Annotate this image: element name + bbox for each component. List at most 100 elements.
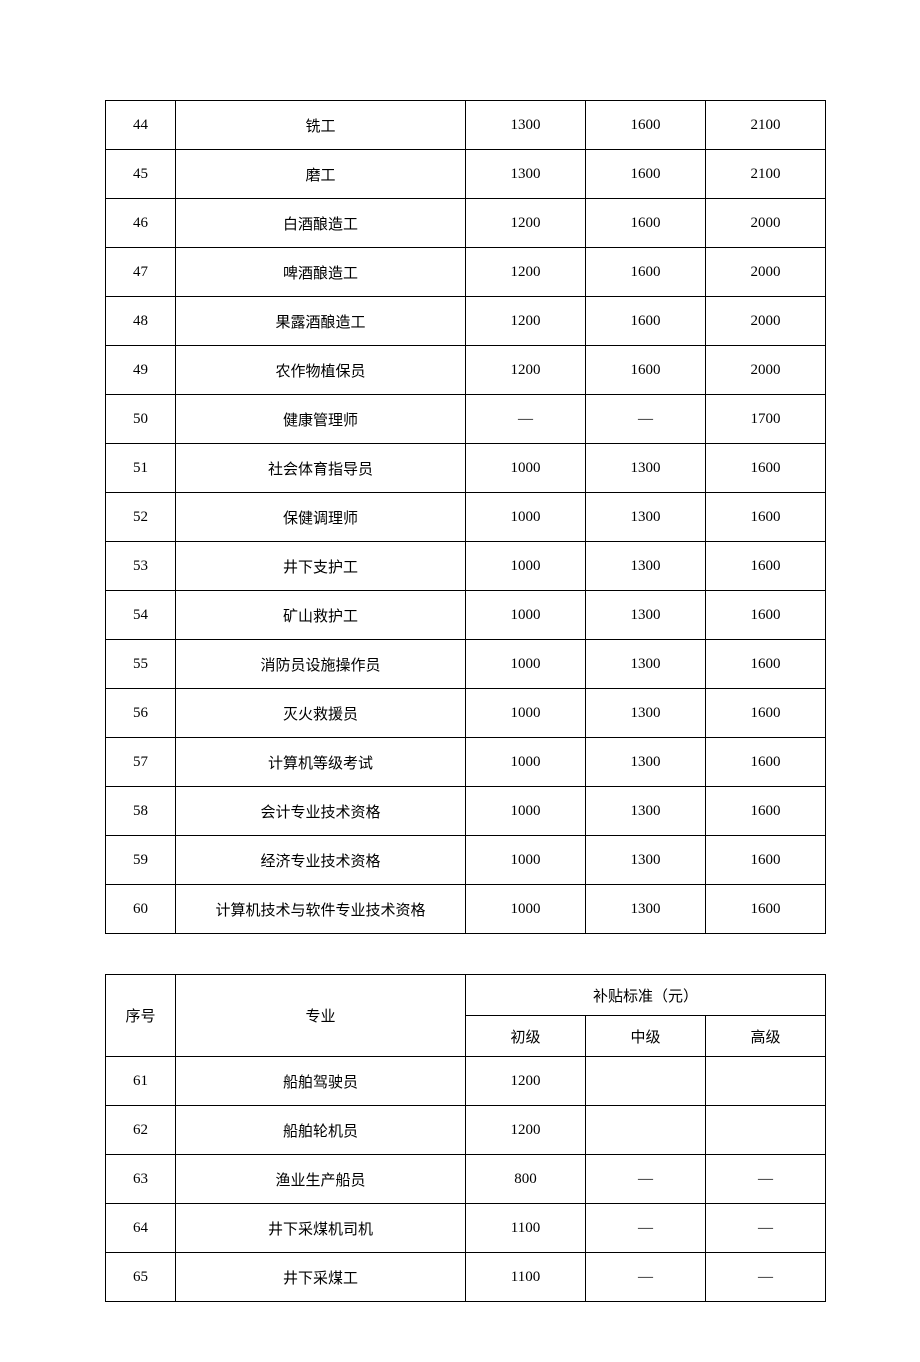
cell-index: 45 xyxy=(106,150,176,199)
table-row: 52保健调理师100013001600 xyxy=(106,493,826,542)
cell-profession: 铣工 xyxy=(176,101,466,150)
table-row: 63渔业生产船员800—— xyxy=(106,1155,826,1204)
cell-profession: 会计专业技术资格 xyxy=(176,787,466,836)
cell-index: 56 xyxy=(106,689,176,738)
document-page: 44铣工13001600210045磨工13001600210046白酒酿造工1… xyxy=(0,0,920,1362)
cell-value-2: 1300 xyxy=(586,836,706,885)
cell-value-2 xyxy=(586,1057,706,1106)
cell-value-1: — xyxy=(466,395,586,444)
cell-value-3: 1700 xyxy=(706,395,826,444)
cell-value-3: 2100 xyxy=(706,101,826,150)
cell-value-3 xyxy=(706,1057,826,1106)
table-row: 59经济专业技术资格100013001600 xyxy=(106,836,826,885)
cell-value-3: 2100 xyxy=(706,150,826,199)
subsidy-table-1: 44铣工13001600210045磨工13001600210046白酒酿造工1… xyxy=(105,100,826,934)
cell-value-3: 1600 xyxy=(706,836,826,885)
cell-value-3: 2000 xyxy=(706,248,826,297)
subsidy-table-2: 序号 专业 补贴标准（元） 初级 中级 高级 61船舶驾驶员120062船舶轮机… xyxy=(105,974,826,1302)
cell-value-3: 1600 xyxy=(706,591,826,640)
table-row: 57计算机等级考试100013001600 xyxy=(106,738,826,787)
cell-value-3: 2000 xyxy=(706,199,826,248)
cell-index: 57 xyxy=(106,738,176,787)
cell-value-2: 1600 xyxy=(586,248,706,297)
cell-profession: 啤酒酿造工 xyxy=(176,248,466,297)
cell-index: 58 xyxy=(106,787,176,836)
cell-value-1: 1200 xyxy=(466,1106,586,1155)
cell-index: 52 xyxy=(106,493,176,542)
cell-value-3: 1600 xyxy=(706,885,826,934)
cell-profession: 矿山救护工 xyxy=(176,591,466,640)
cell-profession: 果露酒酿造工 xyxy=(176,297,466,346)
cell-index: 47 xyxy=(106,248,176,297)
cell-profession: 农作物植保员 xyxy=(176,346,466,395)
cell-value-1: 1200 xyxy=(466,297,586,346)
cell-index: 51 xyxy=(106,444,176,493)
cell-value-1: 1000 xyxy=(466,444,586,493)
cell-index: 50 xyxy=(106,395,176,444)
table2-header-row-1: 序号 专业 补贴标准（元） xyxy=(106,975,826,1016)
cell-profession: 计算机等级考试 xyxy=(176,738,466,787)
cell-value-1: 1000 xyxy=(466,836,586,885)
cell-profession: 计算机技术与软件专业技术资格 xyxy=(176,885,466,934)
cell-value-1: 1000 xyxy=(466,738,586,787)
cell-value-2: — xyxy=(586,1253,706,1302)
table-row: 64井下采煤机司机1100—— xyxy=(106,1204,826,1253)
cell-value-1: 1000 xyxy=(466,591,586,640)
table-row: 47啤酒酿造工120016002000 xyxy=(106,248,826,297)
cell-value-3: 2000 xyxy=(706,346,826,395)
header-level-high: 高级 xyxy=(706,1016,826,1057)
cell-value-1: 1000 xyxy=(466,542,586,591)
cell-value-3: 1600 xyxy=(706,738,826,787)
cell-profession: 船舶驾驶员 xyxy=(176,1057,466,1106)
cell-value-1: 800 xyxy=(466,1155,586,1204)
cell-value-1: 1100 xyxy=(466,1204,586,1253)
header-level-mid: 中级 xyxy=(586,1016,706,1057)
cell-value-2: 1600 xyxy=(586,150,706,199)
cell-value-2: 1600 xyxy=(586,346,706,395)
cell-value-1: 1100 xyxy=(466,1253,586,1302)
table-row: 61船舶驾驶员1200 xyxy=(106,1057,826,1106)
cell-value-1: 1200 xyxy=(466,199,586,248)
cell-value-1: 1000 xyxy=(466,493,586,542)
cell-value-3: 1600 xyxy=(706,689,826,738)
cell-profession: 白酒酿造工 xyxy=(176,199,466,248)
table-row: 51社会体育指导员100013001600 xyxy=(106,444,826,493)
cell-value-3: 1600 xyxy=(706,640,826,689)
cell-value-1: 1000 xyxy=(466,640,586,689)
table-row: 44铣工130016002100 xyxy=(106,101,826,150)
table-row: 55消防员设施操作员100013001600 xyxy=(106,640,826,689)
cell-value-1: 1200 xyxy=(466,248,586,297)
cell-value-2: 1300 xyxy=(586,542,706,591)
header-level-basic: 初级 xyxy=(466,1016,586,1057)
cell-index: 49 xyxy=(106,346,176,395)
header-profession: 专业 xyxy=(176,975,466,1057)
table2-data-body: 61船舶驾驶员120062船舶轮机员120063渔业生产船员800——64井下采… xyxy=(106,1057,826,1302)
header-index: 序号 xyxy=(106,975,176,1057)
cell-value-3 xyxy=(706,1106,826,1155)
cell-value-2: 1300 xyxy=(586,885,706,934)
cell-value-2: 1600 xyxy=(586,297,706,346)
cell-profession: 经济专业技术资格 xyxy=(176,836,466,885)
cell-value-3: — xyxy=(706,1253,826,1302)
table-row: 62船舶轮机员1200 xyxy=(106,1106,826,1155)
cell-value-2: — xyxy=(586,1204,706,1253)
table-row: 65井下采煤工1100—— xyxy=(106,1253,826,1302)
table-row: 56灭火救援员100013001600 xyxy=(106,689,826,738)
cell-index: 48 xyxy=(106,297,176,346)
cell-value-2: 1300 xyxy=(586,738,706,787)
cell-index: 59 xyxy=(106,836,176,885)
cell-value-2: 1300 xyxy=(586,787,706,836)
cell-value-3: 2000 xyxy=(706,297,826,346)
cell-value-2: — xyxy=(586,395,706,444)
cell-index: 44 xyxy=(106,101,176,150)
cell-value-2: 1300 xyxy=(586,493,706,542)
cell-value-1: 1300 xyxy=(466,101,586,150)
cell-value-2: 1300 xyxy=(586,640,706,689)
table-row: 58会计专业技术资格100013001600 xyxy=(106,787,826,836)
cell-index: 60 xyxy=(106,885,176,934)
cell-index: 63 xyxy=(106,1155,176,1204)
cell-profession: 健康管理师 xyxy=(176,395,466,444)
cell-profession: 井下采煤机司机 xyxy=(176,1204,466,1253)
cell-value-3: 1600 xyxy=(706,542,826,591)
cell-value-1: 1300 xyxy=(466,150,586,199)
